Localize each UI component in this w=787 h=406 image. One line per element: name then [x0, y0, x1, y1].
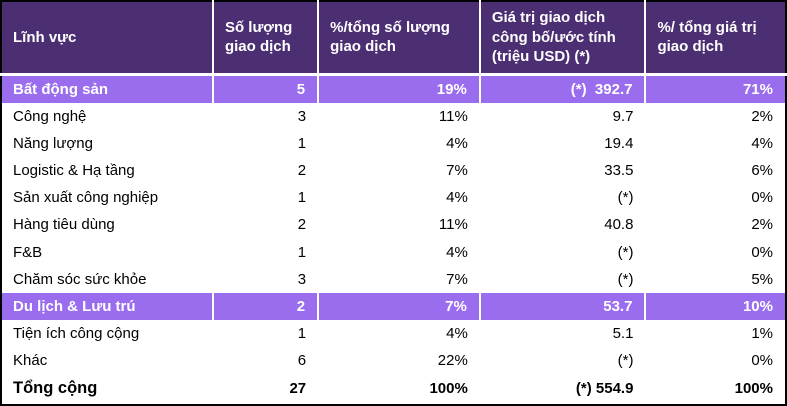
value-cell: (*): [479, 184, 646, 212]
pct-count-cell: 11%: [318, 211, 480, 239]
count-cell: 3: [212, 265, 319, 293]
value-cell: 53.7: [479, 292, 647, 320]
col-header-pct-count: %/tổng số lượng giao dịch: [318, 1, 481, 76]
pct-count-cell: 4%: [318, 130, 480, 158]
count-cell: 2: [212, 211, 319, 239]
table-body: Bất động sản 5 19% (*) 392.7 71% Công ng…: [1, 74, 786, 405]
value-cell: 5.1: [479, 319, 646, 347]
pct-count-cell: 4%: [318, 184, 480, 212]
table-row-highlight: Du lịch & Lưu trú 2 7% 53.7 10%: [1, 292, 786, 320]
table-row: F&B 1 4% (*) 0%: [1, 238, 786, 266]
sector-cell: F&B: [1, 238, 213, 266]
pct-value-cell: 10%: [645, 292, 786, 320]
count-cell: 2: [212, 292, 320, 320]
table-header: Lĩnh vực Số lượng giao dịch %/tổng số lư…: [1, 1, 786, 76]
pct-value-cell: 0%: [645, 346, 786, 374]
pct-value-cell: 2%: [645, 103, 786, 131]
sector-cell: Du lịch & Lưu trú: [1, 292, 214, 320]
value-cell: (*): [479, 238, 646, 266]
value-cell: 33.5: [479, 157, 646, 185]
table-row-highlight: Bất động sản 5 19% (*) 392.7 71%: [1, 74, 786, 104]
pct-value-cell: 71%: [645, 74, 786, 104]
count-cell: 1: [212, 184, 319, 212]
sector-cell: Hàng tiêu dùng: [1, 211, 213, 239]
table-row: Sản xuất công nghiệp 1 4% (*) 0%: [1, 184, 786, 212]
count-cell: 1: [212, 319, 319, 347]
value-cell: 9.7: [479, 103, 646, 131]
pct-value-cell: 6%: [645, 157, 786, 185]
total-label: Tổng cộng: [1, 373, 213, 405]
value-cell: (*) 392.7: [479, 74, 647, 104]
col-header-value: Giá trị giao dịch công bố/ước tính (triệ…: [479, 1, 647, 76]
pct-count-cell: 7%: [318, 292, 481, 320]
sector-cell: Chăm sóc sức khỏe: [1, 265, 213, 293]
value-cell: 40.8: [479, 211, 646, 239]
count-cell: 3: [212, 103, 319, 131]
count-cell: 1: [212, 130, 319, 158]
pct-value-cell: 5%: [645, 265, 786, 293]
total-pct-count-cell: 100%: [318, 373, 480, 405]
pct-count-cell: 7%: [318, 157, 480, 185]
pct-count-cell: 22%: [318, 346, 480, 374]
sector-cell: Năng lượng: [1, 130, 213, 158]
table-row: Khác 6 22% (*) 0%: [1, 346, 786, 374]
col-header-sector: Lĩnh vực: [1, 1, 214, 76]
value-cell: (*): [479, 265, 646, 293]
pct-count-cell: 4%: [318, 238, 480, 266]
pct-value-cell: 0%: [645, 238, 786, 266]
pct-value-cell: 0%: [645, 184, 786, 212]
col-header-pct-value: %/ tổng giá trị giao dịch: [645, 1, 786, 76]
header-row: Lĩnh vực Số lượng giao dịch %/tổng số lư…: [1, 1, 786, 76]
sector-cell: Bất động sản: [1, 74, 214, 104]
table-row: Logistic & Hạ tầng 2 7% 33.5 6%: [1, 157, 786, 185]
table-row-total: Tổng cộng 27 100% (*) 554.9 100%: [1, 373, 786, 405]
pct-value-cell: 2%: [645, 211, 786, 239]
pct-value-cell: 4%: [645, 130, 786, 158]
col-header-transaction-count: Số lượng giao dịch: [212, 1, 320, 76]
sector-cell: Sản xuất công nghiệp: [1, 184, 213, 212]
pct-value-cell: 1%: [645, 319, 786, 347]
pct-count-cell: 19%: [318, 74, 481, 104]
table-row: Năng lượng 1 4% 19.4 4%: [1, 130, 786, 158]
table-row: Chăm sóc sức khỏe 3 7% (*) 5%: [1, 265, 786, 293]
table-row: Công nghệ 3 11% 9.7 2%: [1, 103, 786, 131]
sector-cell: Logistic & Hạ tầng: [1, 157, 213, 185]
value-cell: 19.4: [479, 130, 646, 158]
total-count-cell: 27: [212, 373, 319, 405]
sector-cell: Tiện ích công cộng: [1, 319, 213, 347]
table-row: Hàng tiêu dùng 2 11% 40.8 2%: [1, 211, 786, 239]
count-cell: 6: [212, 346, 319, 374]
sector-cell: Công nghệ: [1, 103, 213, 131]
pct-count-cell: 11%: [318, 103, 480, 131]
sector-cell: Khác: [1, 346, 213, 374]
table-row: Tiện ích công cộng 1 4% 5.1 1%: [1, 319, 786, 347]
total-value-cell: (*) 554.9: [479, 373, 646, 405]
value-cell: (*): [479, 346, 646, 374]
count-cell: 5: [212, 74, 320, 104]
pct-count-cell: 7%: [318, 265, 480, 293]
count-cell: 1: [212, 238, 319, 266]
total-pct-value-cell: 100%: [645, 373, 786, 405]
pct-count-cell: 4%: [318, 319, 480, 347]
count-cell: 2: [212, 157, 319, 185]
